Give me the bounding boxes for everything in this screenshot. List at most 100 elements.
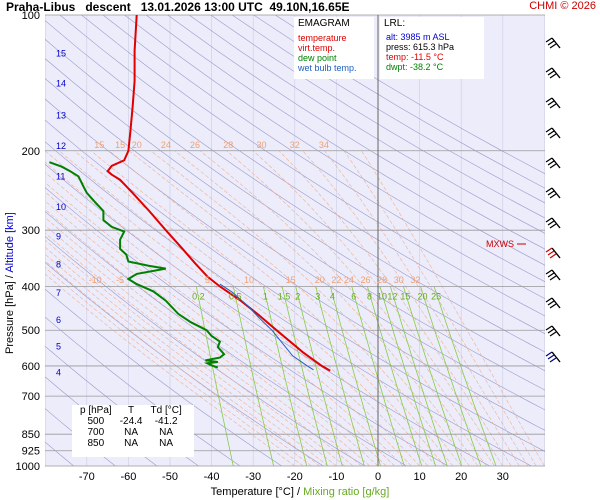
wind-barb-feather [547, 130, 555, 136]
wind-barb-feather [547, 300, 555, 306]
temperature-tick-label: -50 [162, 471, 178, 483]
altitude-label: 14 [56, 78, 66, 88]
pressure-tick-label: 700 [22, 391, 40, 403]
pressure-tick-label: 200 [22, 146, 40, 158]
wind-barb-staff [551, 97, 561, 109]
wind-barb-feather [545, 247, 553, 253]
altitude-label: 10 [56, 202, 66, 212]
table-row: 850 NA NA [76, 438, 186, 449]
mixing-ratio-label: 3 [315, 292, 320, 302]
temperature-tick-label: -30 [245, 471, 261, 483]
wind-barb [545, 127, 561, 139]
adiabat-label: 26 [190, 140, 200, 150]
mixing-ratio-label: 10 [377, 292, 387, 302]
dewpoint-line [49, 161, 226, 369]
wind-barb-feather [545, 297, 553, 303]
adiabat-label: 10 [244, 275, 254, 285]
cell-td: NA [159, 438, 174, 449]
wind-barb [545, 97, 561, 109]
adiabat-label: 32 [290, 140, 300, 150]
dry-adiabat-line [210, 15, 545, 219]
wind-barb-feather [549, 253, 557, 259]
legend-item-wet-bulb: wet bulb temp. [298, 63, 357, 73]
legend-item-virtual-temperature: virt.temp. [298, 43, 336, 53]
moist-adiabat-line [45, 200, 379, 466]
wind-barbs [545, 37, 561, 363]
header-t: T [128, 405, 135, 416]
wind-barb-staff [551, 269, 561, 281]
pressure-tick-label: 400 [22, 282, 40, 294]
legend-title: EMAGRAM [298, 18, 350, 29]
x-axis-title: Temperature [°C] / Mixing ratio [g/kg] [0, 486, 600, 498]
wind-barb-feather [547, 160, 555, 166]
y-axis-title-altitude: Altitude [km] [4, 212, 16, 273]
pressure-tick-label: 100 [22, 10, 40, 22]
adiabat-label: -5 [116, 275, 124, 285]
wind-barb [545, 351, 561, 363]
wind-barb-staff [551, 297, 561, 309]
wind-barb [545, 247, 561, 259]
dry-adiabat-line [45, 78, 545, 411]
wind-barb [545, 157, 561, 169]
mixing-ratio-label: 8 [367, 292, 372, 302]
wind-barb [545, 297, 561, 309]
pressure-tick-label: 925 [22, 446, 40, 458]
moist-adiabat-line [45, 260, 312, 466]
wind-barb-staff [551, 351, 561, 363]
altitude-label: 7 [56, 288, 61, 298]
lrl-alt: alt: 3985 m ASL [386, 32, 450, 42]
mixing-ratio-labels: 0.2 0.5 1 1.5 2 3 4 6 8 10 12 15 20 25 [192, 292, 441, 302]
table-row: 500 -24.4 -41.2 [76, 416, 186, 427]
dry-adiabat-line [102, 15, 545, 300]
cell-td: -41.2 [154, 416, 178, 427]
moist-adiabat-line [45, 232, 345, 466]
mixing-ratio-label: 6 [351, 292, 356, 302]
mixing-ratio-label: 4 [330, 292, 335, 302]
altitude-label: 9 [56, 231, 61, 241]
altitude-label: 8 [56, 260, 61, 270]
mixing-ratio-label: 0.5 [229, 292, 242, 302]
adiabat-label: 28 [223, 140, 233, 150]
moist-adiabat-line [45, 217, 362, 466]
dry-adiabat-line [188, 15, 545, 234]
moist-adiabat-line [45, 224, 354, 466]
wind-barb-staff [551, 127, 561, 139]
altitude-label: 6 [56, 315, 61, 325]
copyright-label: CHMI © 2026 [529, 0, 596, 12]
wind-barb-feather [545, 269, 553, 275]
pressure-tick-label: 600 [22, 361, 40, 373]
dry-adiabat-line [167, 15, 545, 250]
wind-barb-staff [551, 67, 561, 79]
lrl-title: LRL: [384, 18, 406, 29]
lrl-box: LRL: alt: 3985 m ASL press: 615.3 hPa te… [380, 17, 484, 79]
dry-adiabat-line [45, 58, 545, 391]
dry-adiabat-line [45, 38, 545, 372]
mixing-ratio-label: 2 [295, 292, 300, 302]
wind-barb [545, 67, 561, 79]
wind-barb-feather [547, 328, 555, 334]
legend-box: EMAGRAM temperature virt.temp. dew point… [294, 17, 374, 79]
wind-barb-staff [551, 187, 561, 199]
wind-barb [545, 217, 561, 229]
dry-adiabat-line [45, 20, 545, 353]
temperature-line [106, 15, 331, 372]
adiabat-label: 20 [315, 275, 325, 285]
adiabat-label: 26 [361, 275, 371, 285]
pressure-table: p [hPa] T Td [°C] 500 -24.4 -41.2 700 NA… [72, 405, 194, 457]
temperature-tick-label: -40 [204, 471, 220, 483]
moist-adiabat-line [278, 150, 512, 466]
pressure-tick-label: 500 [22, 325, 40, 337]
x-axis-title-mixing: Mixing ratio [g/kg] [303, 486, 390, 498]
mixing-ratio-label: 0.2 [192, 292, 205, 302]
adiabat-label: -10 [89, 275, 102, 285]
cell-td: NA [159, 427, 174, 438]
wind-barb-feather [549, 193, 557, 199]
wind-barb-feather [545, 187, 553, 193]
wind-barb-staff [551, 217, 561, 229]
adiabat-label: 24 [344, 275, 354, 285]
moist-adiabat-line [45, 266, 304, 466]
wind-barb-feather [549, 43, 557, 49]
adiabat-label: 20 [132, 140, 142, 150]
pressure-tick-label: 850 [22, 429, 40, 441]
wind-barb-feather [549, 223, 557, 229]
